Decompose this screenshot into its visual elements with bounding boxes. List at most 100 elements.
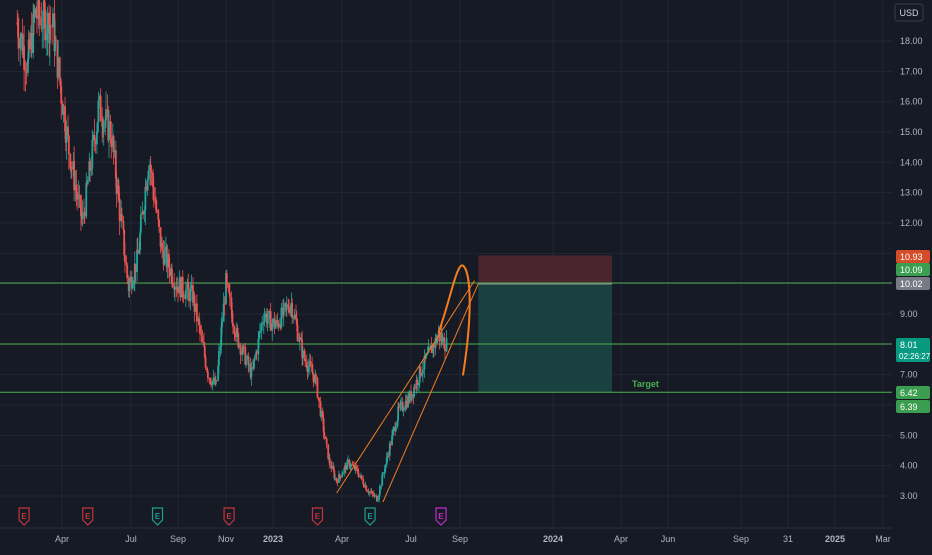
time-tick-label: Mar bbox=[875, 534, 891, 544]
candle-body bbox=[304, 358, 307, 362]
candle-body bbox=[57, 57, 60, 78]
candle-body bbox=[328, 457, 331, 465]
candle-body bbox=[433, 344, 435, 348]
price-tick-label: 12.00 bbox=[900, 218, 923, 228]
candle-body bbox=[171, 282, 174, 286]
earnings-marker-icon[interactable]: E bbox=[223, 507, 235, 526]
candle-body bbox=[282, 303, 285, 316]
candle-body bbox=[133, 280, 135, 286]
candle-body bbox=[168, 253, 170, 268]
candle-body bbox=[394, 426, 397, 432]
candle-body bbox=[391, 430, 394, 436]
candle-body bbox=[55, 39, 57, 41]
candle-body bbox=[171, 268, 173, 283]
candle-body bbox=[157, 210, 160, 220]
entry-upper-price-label-bg bbox=[896, 263, 930, 276]
candle-body bbox=[338, 474, 340, 483]
candle-body bbox=[359, 476, 362, 478]
time-tick-label: 2024 bbox=[543, 534, 563, 544]
candle-body bbox=[65, 126, 68, 143]
candle-body bbox=[32, 13, 35, 54]
candle-body bbox=[90, 168, 93, 171]
candle-body bbox=[396, 420, 399, 427]
candle-body bbox=[362, 479, 365, 485]
candle-body bbox=[293, 314, 296, 318]
candle-body bbox=[262, 321, 265, 324]
candle-body bbox=[277, 322, 280, 327]
candle-body bbox=[109, 121, 112, 139]
price-tick-label: 14.00 bbox=[900, 157, 923, 167]
candle-body bbox=[102, 123, 105, 132]
time-axis: Apr Jul Sep Nov 2023 Apr Jul Sep 2024 Apr Jun Sep 31… bbox=[0, 527, 892, 544]
candle-body bbox=[166, 253, 169, 268]
earnings-marker-icon[interactable]: E bbox=[82, 507, 94, 526]
price-tick-label: 5.00 bbox=[900, 430, 918, 440]
candle-body bbox=[139, 214, 142, 233]
candle-body bbox=[96, 121, 99, 132]
candle-body bbox=[24, 69, 27, 72]
candle-body bbox=[253, 357, 256, 361]
candle-body bbox=[397, 406, 400, 408]
candle-body bbox=[129, 276, 132, 283]
candle-body bbox=[349, 466, 352, 468]
price-tick-label: 9.00 bbox=[900, 309, 918, 319]
candle-body bbox=[298, 340, 300, 342]
earnings-marker-shape bbox=[364, 507, 376, 526]
candle-body bbox=[152, 186, 155, 201]
candle-body bbox=[78, 194, 81, 196]
candle-body bbox=[155, 209, 158, 211]
candle-body bbox=[211, 380, 214, 386]
earnings-marker-icon[interactable]: E bbox=[311, 507, 324, 526]
candle-body bbox=[265, 313, 268, 324]
candle-body bbox=[155, 202, 157, 210]
candle-body bbox=[190, 285, 193, 289]
earnings-marker-icon[interactable]: E bbox=[151, 507, 164, 526]
candle-body bbox=[203, 346, 206, 358]
candle-body bbox=[143, 209, 146, 215]
candle-body bbox=[436, 337, 438, 343]
candle-body bbox=[438, 332, 441, 341]
candle-body bbox=[108, 121, 110, 141]
entry-price-label-bg bbox=[896, 277, 930, 290]
candle-body bbox=[384, 464, 387, 472]
candle-body bbox=[215, 380, 218, 382]
candle-body bbox=[59, 78, 62, 87]
candle-body bbox=[305, 361, 308, 368]
candle-body bbox=[201, 335, 204, 343]
candle-body bbox=[168, 267, 171, 276]
candle-body bbox=[264, 313, 267, 317]
candle-body bbox=[136, 249, 139, 254]
candle-body bbox=[296, 324, 299, 341]
candle-body bbox=[86, 181, 89, 185]
earnings-marker-icon[interactable]: E bbox=[364, 507, 376, 526]
target-label: Target bbox=[632, 379, 659, 389]
candle-body bbox=[272, 318, 274, 324]
candle-body bbox=[274, 325, 277, 329]
candle-body bbox=[222, 303, 225, 322]
candle-body bbox=[58, 57, 61, 79]
current-price-label-countdown: 02:26:27 bbox=[899, 352, 931, 361]
candle-body bbox=[114, 150, 117, 179]
candle-body bbox=[441, 337, 444, 342]
candle-body bbox=[312, 374, 315, 383]
candle-body bbox=[225, 273, 228, 283]
candle-body bbox=[48, 26, 51, 44]
candle-body bbox=[334, 477, 336, 479]
candle-body bbox=[350, 464, 352, 467]
candle-body bbox=[266, 318, 269, 324]
candle-body bbox=[199, 325, 201, 334]
currency-button[interactable] bbox=[894, 3, 924, 22]
candle-body bbox=[242, 345, 244, 352]
candle-body bbox=[25, 71, 28, 73]
earnings-marker-icon[interactable]: E bbox=[435, 507, 447, 526]
candle-body bbox=[368, 491, 371, 493]
candle-body bbox=[118, 198, 121, 222]
candle-body bbox=[51, 26, 54, 28]
candle-body bbox=[21, 33, 24, 55]
earnings-marker-letter: E bbox=[155, 512, 161, 521]
candle-body bbox=[443, 337, 446, 349]
earnings-marker-icon[interactable]: E bbox=[18, 507, 30, 526]
